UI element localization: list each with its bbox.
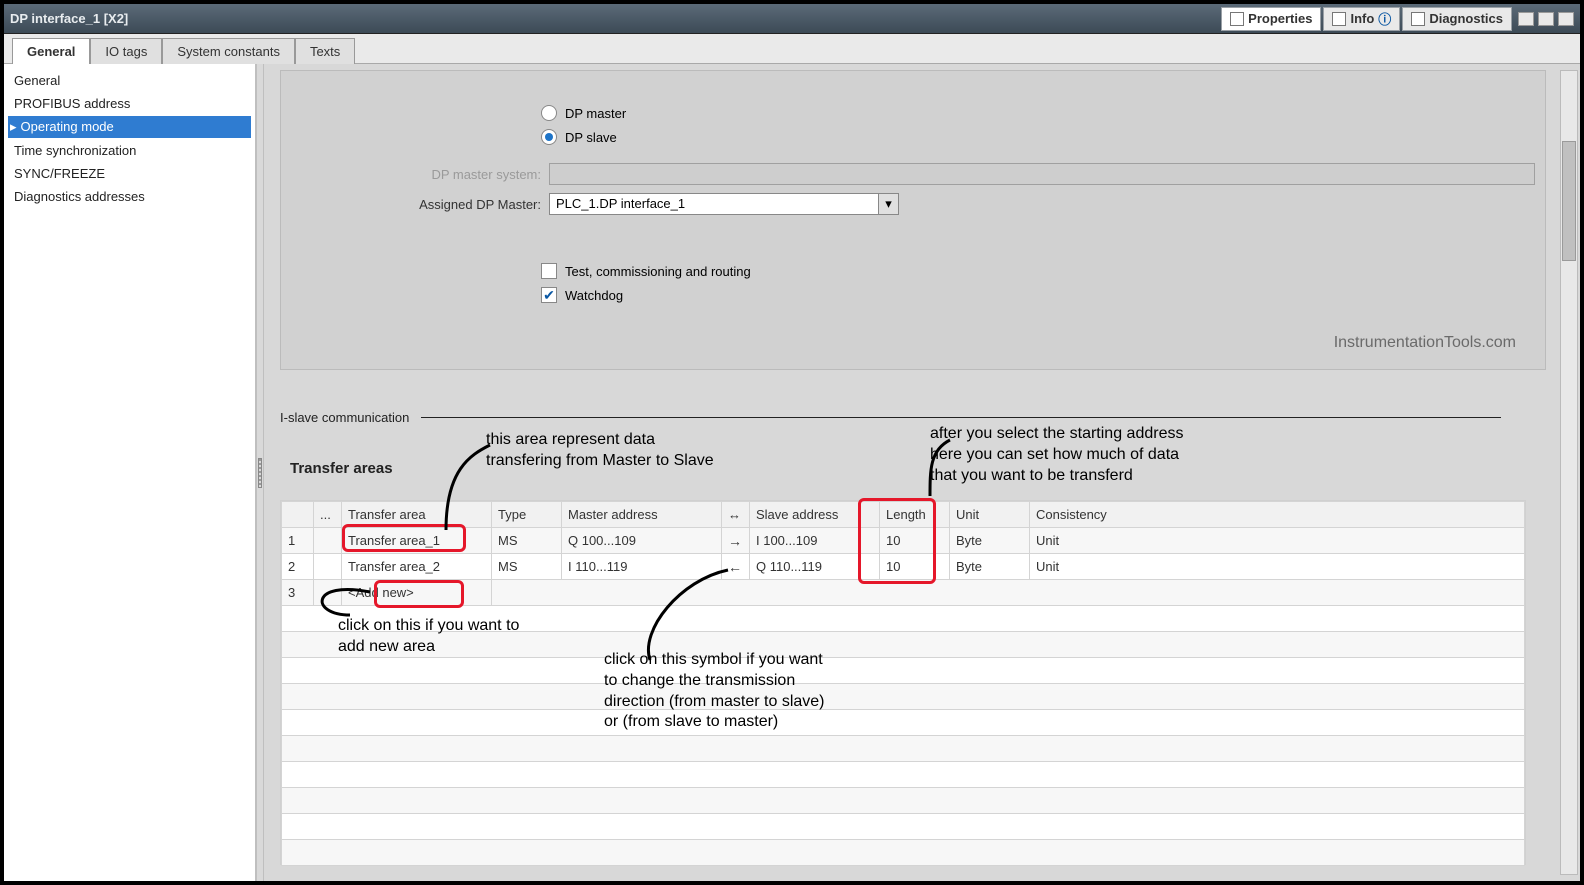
table-row[interactable]: 2 Transfer area_2 MS I 110...119 ← Q 110… — [282, 554, 1525, 580]
col-ellipsis: ... — [314, 502, 342, 528]
assigned-dp-master-value: PLC_1.DP interface_1 — [550, 194, 878, 214]
window: DP interface_1 [X2] Properties Info ⓘ Di… — [0, 0, 1584, 885]
win-button-3[interactable] — [1558, 12, 1574, 26]
cell-name-1[interactable]: Transfer area_1 — [342, 528, 492, 554]
window-title: DP interface_1 [X2] — [10, 11, 128, 26]
vertical-scrollbar[interactable] — [1560, 70, 1578, 875]
col-length[interactable]: Length — [880, 502, 950, 528]
col-consistency[interactable]: Consistency — [1030, 502, 1525, 528]
tab-texts[interactable]: Texts — [295, 38, 355, 64]
annotation-text-1: this area represent data transfering fro… — [486, 430, 714, 472]
cell-length-2[interactable]: 10 — [880, 554, 950, 580]
win-button-2[interactable] — [1538, 12, 1554, 26]
col-rownum — [282, 502, 314, 528]
right-tabs: Properties Info ⓘ Diagnostics — [1221, 7, 1512, 31]
col-master-address[interactable]: Master address — [562, 502, 722, 528]
tab-iotags[interactable]: IO tags — [90, 38, 162, 64]
sidebar-item-syncfreeze[interactable]: SYNC/FREEZE — [8, 163, 251, 184]
table-row[interactable]: 1 Transfer area_1 MS Q 100...109 → I 100… — [282, 528, 1525, 554]
tab-info[interactable]: Info ⓘ — [1323, 7, 1400, 31]
direction-icon-2[interactable]: ← — [722, 554, 750, 580]
assigned-dp-master-combo[interactable]: PLC_1.DP interface_1 ▾ — [549, 193, 899, 215]
tab-sysconstants[interactable]: System constants — [162, 38, 295, 64]
direction-icon-1[interactable]: → — [722, 528, 750, 554]
scrollbar-thumb[interactable] — [1562, 141, 1576, 261]
info-badge-icon: ⓘ — [1378, 9, 1391, 28]
section-heading-label: I-slave communication — [280, 410, 409, 425]
checkbox-watchdog-label: Watchdog — [565, 288, 623, 303]
transfer-areas-table: ... Transfer area Type Master address ↔ … — [280, 500, 1526, 865]
content-area: DP master DP slave DP master system: Ass… — [264, 64, 1580, 881]
col-slave-address[interactable]: Slave address — [750, 502, 880, 528]
sidebar: General PROFIBUS address ▸Operating mode… — [4, 64, 256, 881]
radio-dp-master[interactable] — [541, 105, 557, 121]
annotation-text-2: after you select the starting address he… — [930, 424, 1183, 486]
section-heading: I-slave communication — [280, 410, 1501, 425]
tab-diagnostics[interactable]: Diagnostics — [1402, 7, 1512, 31]
table-heading: Transfer areas — [290, 460, 393, 477]
dp-master-system-field — [549, 163, 1535, 185]
dp-master-system-label: DP master system: — [291, 167, 541, 182]
add-new-link[interactable]: <Add new> — [342, 580, 492, 606]
sidebar-item-diagaddr[interactable]: Diagnostics addresses — [8, 186, 251, 207]
assigned-dp-master-label: Assigned DP Master: — [291, 197, 541, 212]
cell-length-1[interactable]: 10 — [880, 528, 950, 554]
main-tabs: General IO tags System constants Texts — [4, 34, 1580, 64]
titlebar: DP interface_1 [X2] Properties Info ⓘ Di… — [4, 4, 1580, 34]
sidebar-item-general[interactable]: General — [8, 70, 251, 91]
checkbox-test-label: Test, commissioning and routing — [565, 264, 751, 279]
watermark: InstrumentationTools.com — [1334, 334, 1516, 352]
col-transfer-area[interactable]: Transfer area — [342, 502, 492, 528]
tab-general[interactable]: General — [12, 38, 90, 64]
splitter-handle[interactable] — [256, 64, 264, 881]
radio-dp-slave[interactable] — [541, 129, 557, 145]
radio-dp-master-label: DP master — [565, 106, 626, 121]
sidebar-item-timesync[interactable]: Time synchronization — [8, 140, 251, 161]
checkbox-watchdog[interactable] — [541, 287, 557, 303]
col-unit[interactable]: Unit — [950, 502, 1030, 528]
tab-info-label: Info — [1350, 11, 1374, 26]
tab-properties-label: Properties — [1248, 11, 1312, 26]
window-buttons — [1518, 12, 1574, 26]
chevron-down-icon[interactable]: ▾ — [878, 194, 898, 214]
sidebar-item-operating-mode-label: Operating mode — [21, 119, 114, 134]
win-button-1[interactable] — [1518, 12, 1534, 26]
diagnostics-icon — [1411, 12, 1425, 26]
operating-mode-panel: DP master DP slave DP master system: Ass… — [280, 70, 1546, 370]
table-row-addnew[interactable]: 3 <Add new> — [282, 580, 1525, 606]
checkbox-test-commissioning[interactable] — [541, 263, 557, 279]
info-icon — [1332, 12, 1346, 26]
sidebar-item-operating-mode[interactable]: ▸Operating mode — [8, 116, 251, 138]
sidebar-item-profibus-address[interactable]: PROFIBUS address — [8, 93, 251, 114]
tab-properties[interactable]: Properties — [1221, 7, 1321, 31]
col-direction[interactable]: ↔ — [722, 502, 750, 528]
cell-name-2[interactable]: Transfer area_2 — [342, 554, 492, 580]
col-type[interactable]: Type — [492, 502, 562, 528]
radio-dp-slave-label: DP slave — [565, 130, 617, 145]
tab-diagnostics-label: Diagnostics — [1429, 11, 1503, 26]
properties-icon — [1230, 12, 1244, 26]
